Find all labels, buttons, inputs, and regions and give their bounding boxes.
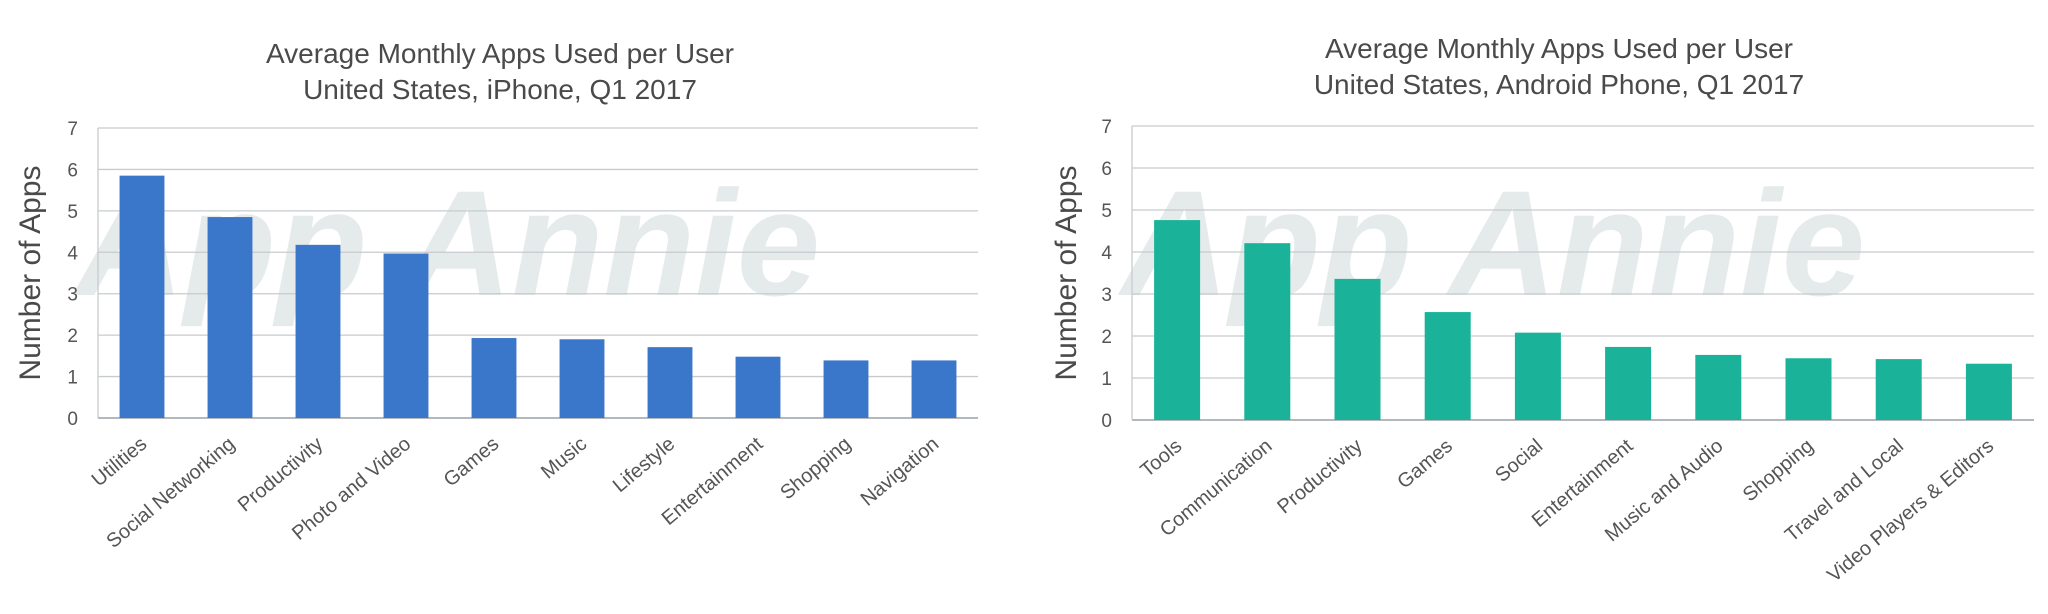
y-tick-label: 6 (67, 160, 78, 181)
chart-title-line-1: Average Monthly Apps Used per User (1325, 33, 1793, 64)
bar (1695, 354, 1742, 420)
bar (559, 339, 605, 418)
x-category-label: Games (440, 433, 504, 491)
bar (471, 338, 517, 418)
bar (207, 217, 253, 418)
bar (1965, 363, 2012, 420)
chart-title-line-1: Average Monthly Apps Used per User (266, 38, 734, 69)
y-tick-label: 2 (1101, 327, 1112, 348)
bar (823, 360, 869, 418)
y-tick-label: 3 (1101, 285, 1112, 306)
chart-title-line-2: United States, Android Phone, Q1 2017 (1314, 69, 1804, 100)
y-tick-label: 1 (1101, 369, 1112, 390)
y-tick-label: 6 (1101, 159, 1112, 180)
bar (1244, 243, 1291, 420)
y-tick-label: 1 (67, 368, 78, 389)
y-tick-label: 2 (67, 326, 78, 347)
x-category-label: Productivity (1273, 435, 1366, 518)
chart-title-line-2: United States, iPhone, Q1 2017 (303, 74, 697, 105)
x-category-label: Games (1393, 435, 1457, 493)
bar-chart-android: App Annie Average Monthly Apps Used per U… (1050, 33, 2034, 587)
x-category-label: Tools (1136, 435, 1186, 482)
bar-chart-iphone: App Annie Average Monthly Apps Used per U… (14, 38, 978, 553)
x-category-label: Navigation (857, 433, 944, 511)
x-category-label: Music (537, 433, 591, 483)
watermark-text: App Annie (1117, 159, 1865, 327)
bar (1514, 332, 1561, 420)
bar (1424, 312, 1471, 420)
x-category-label: Video Players & Editors (1823, 435, 1998, 587)
bar (295, 244, 341, 418)
bar (1154, 220, 1201, 420)
y-tick-label: 0 (1101, 411, 1112, 432)
y-axis-label: Number of Apps (1050, 165, 1083, 380)
x-category-label: Social (1491, 435, 1547, 487)
x-category-label: Shopping (1739, 435, 1818, 506)
bar (735, 356, 781, 418)
y-tick-label: 7 (1101, 117, 1112, 138)
bar (1875, 359, 1922, 420)
y-tick-label: 3 (67, 285, 78, 306)
bar (911, 360, 957, 418)
bar (383, 253, 429, 418)
y-tick-label: 5 (1101, 201, 1112, 222)
y-tick-label: 4 (67, 243, 78, 264)
bar (119, 175, 165, 418)
y-tick-label: 0 (67, 409, 78, 430)
x-category-label: Shopping (776, 433, 855, 504)
bar (1334, 278, 1381, 420)
bar (647, 347, 693, 418)
x-category-label: Lifestyle (609, 433, 679, 497)
bar (1785, 358, 1832, 420)
chart-panel-android: App Annie Average Monthly Apps Used per U… (1024, 0, 2048, 614)
y-tick-label: 4 (1101, 243, 1112, 264)
y-tick-label: 7 (67, 119, 78, 140)
watermark-text: App Annie (72, 159, 820, 327)
chart-panel-iphone: App Annie Average Monthly Apps Used per U… (14, 38, 978, 553)
x-category-label: Utilities (88, 433, 152, 491)
bar (1605, 346, 1652, 420)
y-tick-label: 5 (67, 202, 78, 223)
y-axis-label: Number of Apps (14, 165, 47, 380)
x-category-label: Productivity (234, 433, 327, 516)
